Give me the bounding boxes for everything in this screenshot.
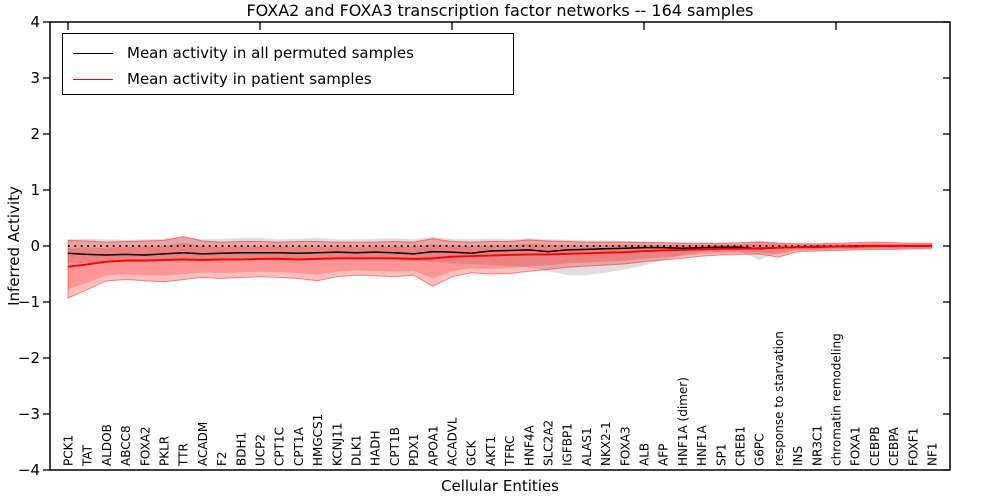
x-tick-label: TFRC [503, 436, 517, 467]
patient-mean-line [67, 245, 932, 268]
x-tick-label: INS [791, 446, 805, 466]
y-tick-label: 0 [30, 237, 40, 255]
legend: Mean activity in all permuted samples Me… [62, 33, 514, 95]
patient-std-band [67, 235, 933, 299]
legend-item-label: Mean activity in all permuted samples [127, 44, 414, 62]
x-tick-label: ALDOB [100, 424, 114, 466]
legend-line-sample-permuted [73, 52, 113, 54]
x-tick-label: chromatin remodeling [830, 333, 844, 466]
y-tick-label: −4 [18, 461, 40, 479]
x-tick-label: DLK1 [350, 435, 364, 466]
y-tick-label: −1 [18, 293, 40, 311]
x-tick-label: HNF1A (dimer) [676, 377, 690, 466]
y-tick-label: −3 [18, 405, 40, 423]
x-tick-label: TTR [177, 443, 191, 467]
x-tick-label: NR3C1 [810, 425, 824, 466]
x-tick-label: HNF4A [522, 424, 536, 466]
x-tick-label: HNF1A [695, 424, 709, 466]
x-tick-label: G6PC [753, 433, 767, 466]
legend-line-sample-patient [73, 78, 113, 80]
x-tick-label: PDX1 [407, 434, 421, 466]
x-tick-label: ACADVL [446, 417, 460, 466]
x-tick-label: F2 [215, 451, 229, 466]
x-tick-label: BDH1 [234, 432, 248, 466]
x-tick-label: CPT1C [273, 427, 287, 466]
x-tick-label: AKT1 [484, 436, 498, 466]
chart-title: FOXA2 and FOXA3 transcription factor net… [246, 1, 754, 20]
legend-item: Mean activity in all permuted samples [73, 40, 513, 66]
legend-item-label: Mean activity in patient samples [127, 70, 372, 88]
legend-item: Mean activity in patient samples [73, 66, 513, 92]
x-tick-label: PCK1 [62, 435, 76, 466]
x-tick-label: ACADM [196, 422, 210, 466]
x-tick-label: CEBPB [868, 426, 882, 466]
x-tick-label: ALAS1 [580, 427, 594, 466]
y-tick-label: 4 [30, 13, 40, 31]
x-tick-label: UCP2 [254, 434, 268, 466]
y-tick-label: 3 [30, 69, 40, 87]
x-tick-label: CPT1A [292, 426, 306, 466]
y-tick-label: 2 [30, 125, 40, 143]
y-tick-label: 1 [30, 181, 40, 199]
x-tick-label: NKX2-1 [599, 421, 613, 466]
x-tick-label: TAT [81, 444, 95, 467]
y-tick-label: −2 [18, 349, 40, 367]
x-tick-label: KCNJ11 [330, 423, 344, 466]
x-tick-label: FOXF1 [906, 428, 920, 466]
x-axis-label: Cellular Entities [441, 477, 559, 495]
x-tick-label: AFP [657, 444, 671, 466]
x-tick-label: NF1 [926, 442, 940, 466]
x-tick-label: ALB [638, 443, 652, 466]
x-tick-label: APOA1 [426, 425, 440, 466]
x-tick-label: HADH [369, 431, 383, 467]
x-tick-label: HMGCS1 [311, 414, 325, 466]
x-tick-label: CPT1B [388, 427, 402, 466]
x-tick-label: CREB1 [734, 426, 748, 466]
x-tick-label: FOXA2 [138, 426, 152, 466]
x-tick-label: IGFBP1 [561, 423, 575, 466]
x-tick-label: FOXA3 [618, 426, 632, 466]
x-tick-label: response to starvation [772, 331, 786, 466]
x-tick-label: PKLR [158, 436, 172, 466]
x-tick-label: SP1 [714, 444, 728, 467]
x-tick-label: SLC2A2 [542, 420, 556, 466]
x-tick-label: FOXA1 [849, 426, 863, 466]
x-tick-label: GCK [465, 439, 479, 466]
x-tick-label: ABCC8 [119, 425, 133, 466]
patient-inner-band [68, 242, 932, 290]
x-tick-label: CEBPA [887, 426, 901, 466]
